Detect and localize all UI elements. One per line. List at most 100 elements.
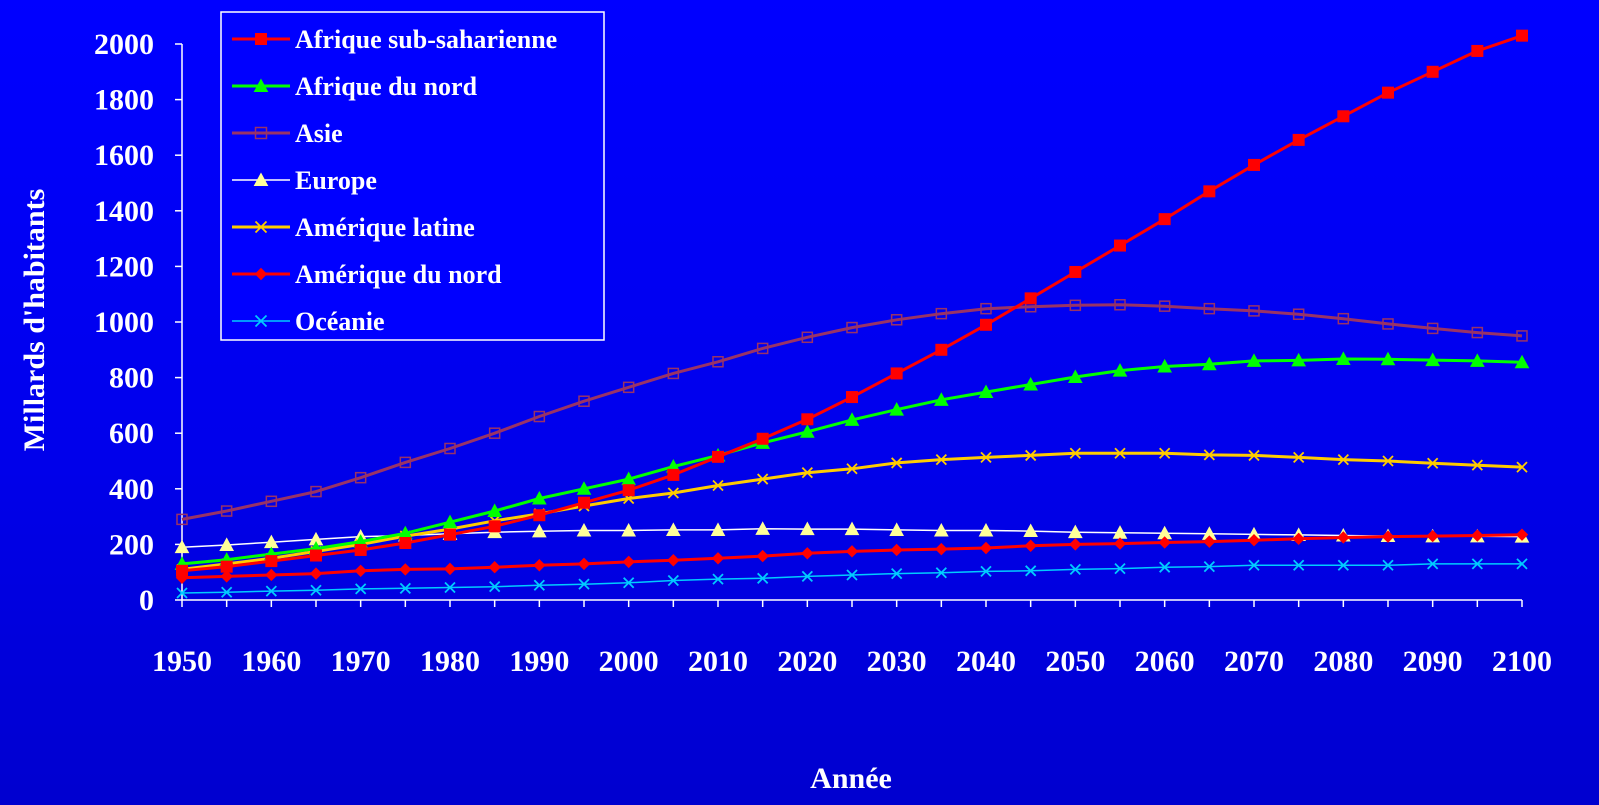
- x-marker: [176, 587, 188, 599]
- x-marker-stroke: [1025, 449, 1037, 462]
- x-marker: [1382, 559, 1394, 571]
- legend-label: Océanie: [295, 307, 385, 336]
- square-marker: [255, 33, 267, 45]
- y-tick-label: 1400: [94, 195, 154, 228]
- x-marker: [1203, 449, 1215, 461]
- y-tick-label: 0: [139, 584, 154, 617]
- square-marker: [488, 520, 501, 533]
- triangle-marker: [1514, 354, 1530, 369]
- series-oceanie: [176, 558, 1528, 599]
- x-marker-stroke: [1025, 565, 1037, 577]
- diamond-marker: [1515, 528, 1529, 541]
- y-tick-label: 400: [109, 473, 154, 506]
- triangle-marker: [1335, 351, 1351, 365]
- x-marker-stroke: [935, 567, 947, 579]
- square-marker: [1114, 239, 1126, 252]
- x-marker-stroke: [623, 577, 635, 589]
- y-tick-label: 200: [109, 528, 154, 561]
- x-marker: [1069, 447, 1081, 459]
- open-square-marker: [712, 356, 724, 368]
- x-marker-stroke: [1114, 562, 1126, 575]
- diamond-marker: [1247, 534, 1261, 547]
- x-marker-stroke: [1069, 447, 1081, 459]
- x-marker: [1114, 562, 1126, 575]
- x-marker-stroke: [533, 579, 545, 591]
- legend-label: Amérique latine: [295, 213, 475, 242]
- x-marker: [980, 565, 992, 578]
- triangle-marker: [844, 521, 860, 536]
- y-tick-label: 1200: [94, 250, 154, 283]
- x-marker-stroke: [891, 567, 903, 580]
- open-square-marker: [1248, 305, 1260, 317]
- x-marker-stroke: [980, 451, 992, 464]
- x-marker-stroke: [1248, 449, 1260, 462]
- x-marker: [1337, 453, 1349, 466]
- diamond-marker: [1024, 539, 1037, 552]
- triangle-marker: [1380, 351, 1396, 366]
- open-square-marker: [1069, 299, 1082, 312]
- x-marker-stroke: [712, 573, 724, 585]
- x-marker: [935, 453, 947, 466]
- x-marker: [1069, 563, 1081, 576]
- x-marker-stroke: [1516, 461, 1528, 473]
- diamond-marker: [622, 555, 635, 569]
- x-marker: [801, 467, 813, 479]
- square-marker: [756, 432, 769, 445]
- triangle-marker: [219, 537, 235, 551]
- x-tick-label: 2050: [1045, 645, 1105, 678]
- square-marker: [890, 367, 903, 380]
- series-line: [181, 303, 1523, 521]
- x-marker-stroke: [578, 578, 590, 590]
- square-marker: [1069, 265, 1082, 278]
- diamond-marker: [667, 554, 680, 567]
- diamond-marker: [265, 568, 278, 582]
- legend-item: Océanie: [232, 307, 385, 336]
- x-marker-stroke: [1471, 459, 1483, 471]
- legend-label: Afrique du nord: [295, 72, 478, 101]
- open-square-marker: [310, 485, 322, 498]
- x-marker: [980, 451, 992, 464]
- x-marker: [1516, 558, 1528, 570]
- triangle-marker: [1067, 524, 1083, 539]
- x-marker: [1471, 558, 1483, 570]
- x-marker: [1516, 461, 1528, 473]
- x-marker: [1293, 559, 1305, 571]
- diamond-marker: [1426, 529, 1439, 543]
- x-marker: [254, 314, 268, 328]
- diamond-marker: [254, 267, 268, 281]
- square-marker: [399, 537, 412, 550]
- x-marker: [1471, 459, 1483, 471]
- x-marker-stroke: [1293, 559, 1305, 571]
- x-tick-label: 2030: [867, 645, 927, 678]
- triangle-marker: [665, 522, 681, 536]
- x-tick-label: 2010: [688, 645, 748, 678]
- x-marker-stroke: [1382, 455, 1394, 467]
- x-marker: [757, 473, 769, 485]
- x-marker: [757, 572, 769, 584]
- diamond-marker: [845, 545, 859, 558]
- legend-item: Afrique sub-saharienne: [232, 25, 557, 54]
- triangle-marker: [978, 384, 994, 399]
- x-marker: [355, 583, 367, 595]
- x-marker: [1427, 457, 1439, 469]
- x-marker: [578, 578, 590, 590]
- triangle-marker: [799, 424, 815, 438]
- triangle-marker: [889, 402, 905, 416]
- x-marker: [489, 581, 501, 593]
- square-marker: [533, 509, 546, 522]
- legend-item: Europe: [232, 166, 377, 195]
- x-marker-stroke: [1159, 447, 1171, 459]
- open-square-marker: [890, 314, 903, 326]
- x-marker-stroke: [444, 581, 456, 594]
- x-marker-stroke: [846, 463, 858, 475]
- x-axis-ticks: 1950 1960 1970 1980 1990 2000 2010 2020 2030 2040…: [152, 600, 1552, 678]
- y-tick-label: 1800: [94, 84, 154, 117]
- open-square-marker: [1382, 318, 1394, 330]
- x-marker-stroke: [1516, 558, 1528, 570]
- square-marker: [1516, 29, 1528, 42]
- diamond-marker: [399, 563, 412, 576]
- triangle-marker: [576, 481, 592, 495]
- x-marker: [1025, 449, 1037, 462]
- triangle-marker: [844, 412, 860, 426]
